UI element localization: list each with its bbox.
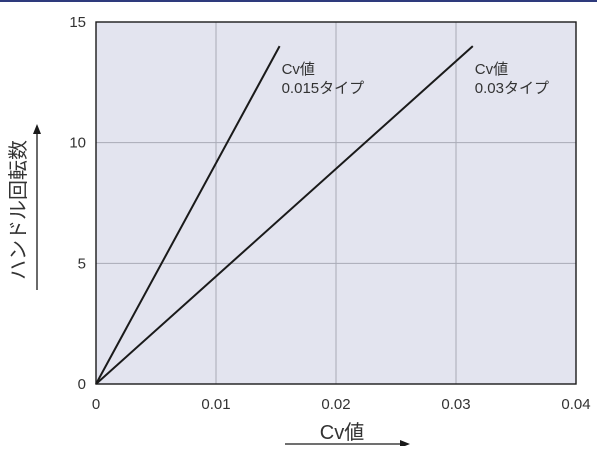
y-axis-label: ハンドル回転数 [7,140,30,280]
y-axis-arrow-head [33,124,41,134]
plot-frame [95,21,577,385]
series-annotation-1: Cv値 [282,61,315,78]
y-tick-label: 10 [69,135,86,152]
y-tick-labels: 0 5 10 15 [69,14,86,393]
series-annotation-2: Cv値 [475,61,508,78]
x-tick-label: 0.03 [441,396,470,413]
x-axis-label: Cv値 [320,421,364,444]
series-annotation-2: 0.03タイプ [475,80,549,97]
series-line-2 [95,45,474,385]
y-tick-label: 0 [78,376,86,393]
x-tick-label: 0.02 [321,396,350,413]
series-annotation-1: 0.015タイプ [282,80,365,97]
grid-lines [96,22,576,384]
x-tick-label: 0.01 [201,396,230,413]
series-line-1 [95,45,281,385]
series-annotations: Cv値 0.015タイプ Cv値 0.03タイプ [282,61,549,97]
x-tick-label: 0 [92,396,100,413]
y-tick-label: 5 [78,255,86,272]
series-lines [95,45,474,385]
x-axis-arrow-head [400,440,410,448]
y-tick-label: 15 [69,14,86,31]
x-tick-label: 0.04 [561,396,590,413]
x-tick-labels: 0 0.01 0.02 0.03 0.04 [92,396,591,413]
